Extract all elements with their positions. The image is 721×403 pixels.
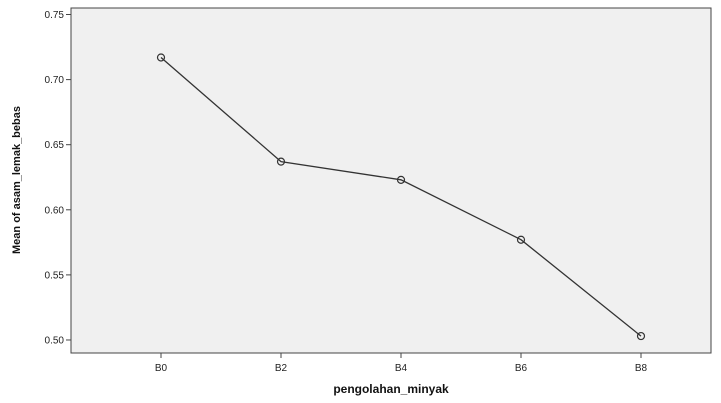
y-tick-label: 0.50: [45, 335, 65, 346]
y-axis-title: Mean of asam_lemak_bebas: [11, 106, 23, 254]
data-point-b0: [156, 53, 166, 62]
y-tick-label: 0.70: [45, 75, 65, 86]
data-point-b4: [396, 175, 406, 184]
x-axis-title: pengolahan_minyak: [333, 382, 449, 396]
plot-area: [70, 7, 712, 354]
data-markers: [156, 53, 646, 341]
y-tick-label: 0.65: [45, 140, 65, 151]
y-tick-label: 0.60: [45, 205, 65, 216]
data-point-b8: [636, 331, 646, 341]
data-point-b2: [276, 157, 286, 166]
x-tick-label: B6: [515, 363, 528, 374]
x-tick-label: B2: [275, 363, 288, 374]
y-tick-label: 0.75: [45, 10, 65, 21]
x-tick-label: B4: [395, 363, 408, 374]
y-tick-label: 0.55: [45, 270, 65, 281]
y-axis: 0.50 0.55 0.60 0.65 0.70 0.75: [45, 10, 71, 346]
data-point-b6: [516, 235, 526, 244]
x-tick-label: B8: [635, 363, 648, 374]
x-tick-label: B0: [155, 363, 168, 374]
x-axis: B0 B2 B4 B6 B8: [155, 353, 648, 374]
series-line: [160, 57, 642, 337]
